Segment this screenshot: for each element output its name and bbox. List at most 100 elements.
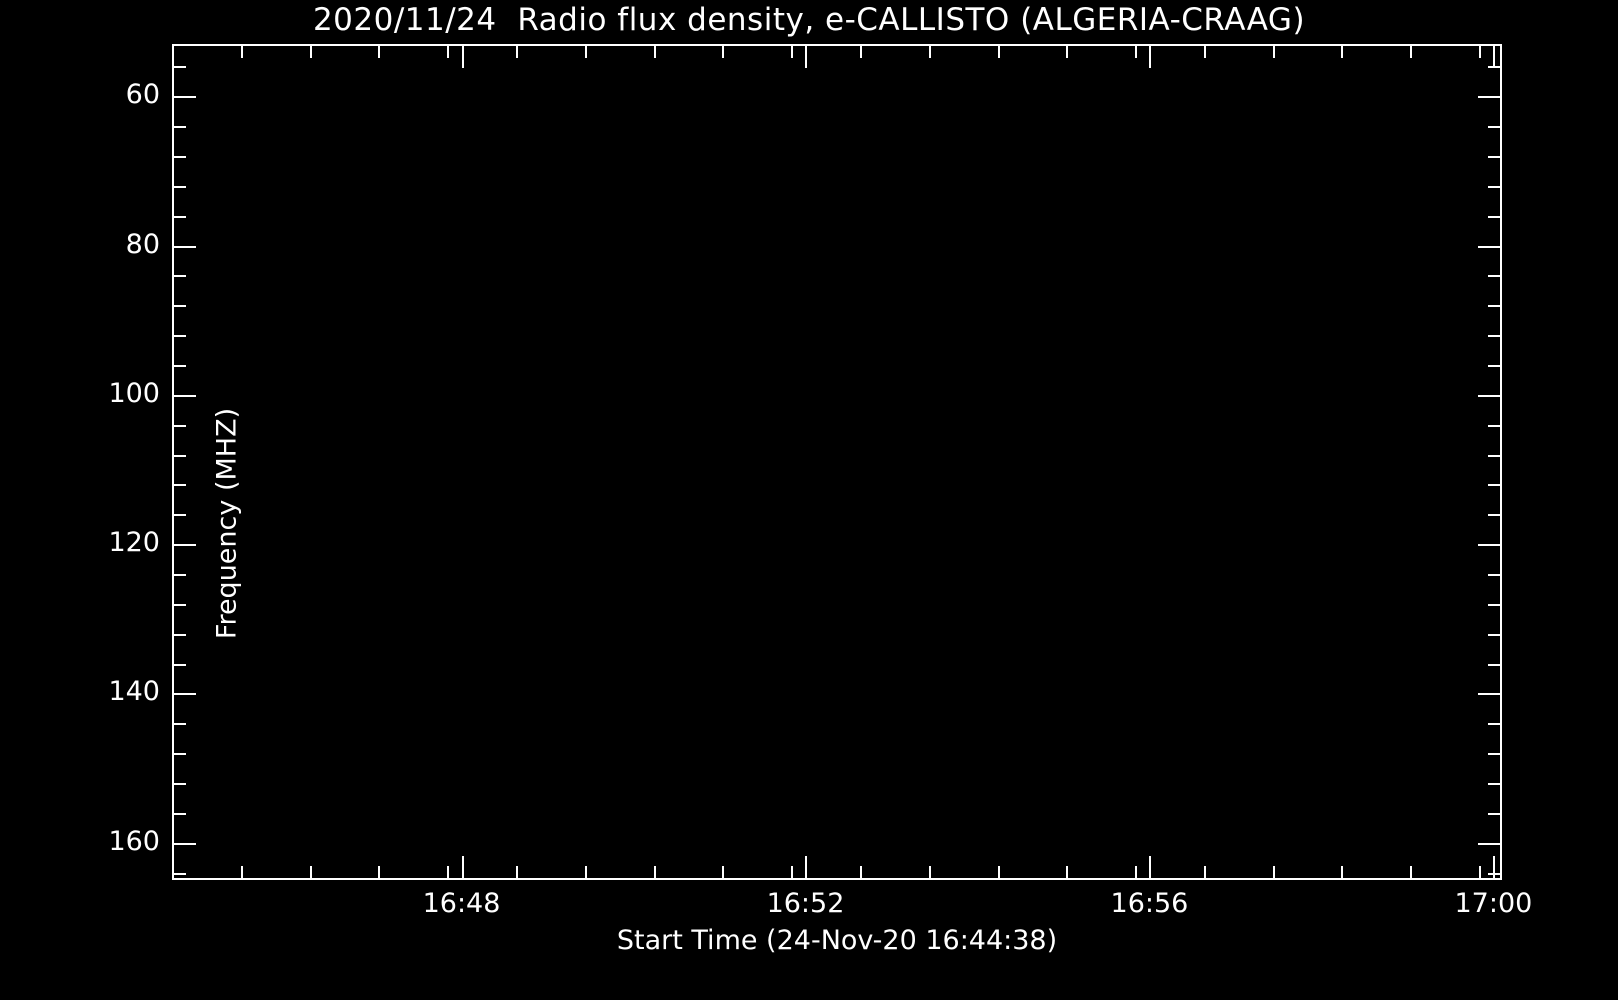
y-minor-tick-136 xyxy=(174,664,186,666)
y-minor-tick-116-right xyxy=(1488,514,1500,516)
x-minor-tick-top xyxy=(722,46,724,58)
y-minor-tick-148 xyxy=(174,753,186,755)
x-minor-tick-top xyxy=(1066,46,1068,58)
y-tick-label-120: 120 xyxy=(108,527,160,559)
y-tick-label-140: 140 xyxy=(108,676,160,708)
y-major-tick-140-right xyxy=(1478,693,1500,695)
y-minor-tick-152 xyxy=(174,783,186,785)
page-title: 2020/11/24 Radio flux density, e-CALLIST… xyxy=(312,2,1306,38)
x-minor-tick xyxy=(516,866,518,878)
x-minor-tick xyxy=(722,866,724,878)
y-tick-label-60: 60 xyxy=(125,79,160,111)
y-major-tick-120 xyxy=(174,544,196,546)
x-minor-tick-top xyxy=(791,46,793,58)
x-minor-tick-top xyxy=(1273,46,1275,58)
y-minor-tick-84 xyxy=(174,275,186,277)
x-major-tick-top xyxy=(805,46,807,68)
x-major-tick-top xyxy=(1493,46,1495,68)
y-minor-tick-96-right xyxy=(1488,365,1500,367)
x-minor-tick xyxy=(1204,866,1206,878)
y-tick-label-100: 100 xyxy=(108,377,160,409)
y-major-tick-100 xyxy=(174,395,196,397)
x-major-tick xyxy=(1493,856,1495,878)
y-tick-label-160: 160 xyxy=(108,825,160,857)
y-minor-tick-68 xyxy=(174,156,186,158)
y-major-tick-140 xyxy=(174,693,196,695)
x-minor-tick xyxy=(1273,866,1275,878)
y-minor-tick-132-right xyxy=(1488,634,1500,636)
y-minor-tick-164 xyxy=(174,873,186,875)
x-axis-title: Start Time (24-Nov-20 16:44:38) xyxy=(616,925,1058,956)
x-major-tick xyxy=(805,856,807,878)
x-major-tick-top xyxy=(462,46,464,68)
y-major-tick-160-right xyxy=(1478,843,1500,845)
x-minor-tick xyxy=(1410,866,1412,878)
x-minor-tick xyxy=(998,866,1000,878)
x-major-tick-top xyxy=(1149,46,1151,68)
y-minor-tick-56 xyxy=(174,66,186,68)
y-minor-tick-76 xyxy=(174,216,186,218)
y-minor-tick-116 xyxy=(174,514,186,516)
y-minor-tick-128 xyxy=(174,604,186,606)
y-tick-label-80: 80 xyxy=(125,228,160,260)
x-minor-tick-top xyxy=(241,46,243,58)
x-minor-tick xyxy=(654,866,656,878)
x-minor-tick-top xyxy=(1410,46,1412,58)
y-minor-tick-144-right xyxy=(1488,723,1500,725)
x-minor-tick xyxy=(929,866,931,878)
y-minor-tick-64-right xyxy=(1488,126,1500,128)
y-minor-tick-68-right xyxy=(1488,156,1500,158)
y-minor-tick-124-right xyxy=(1488,574,1500,576)
x-minor-tick xyxy=(1341,866,1343,878)
y-minor-tick-72 xyxy=(174,186,186,188)
x-major-tick xyxy=(1149,856,1151,878)
y-major-tick-80 xyxy=(174,246,196,248)
y-minor-tick-76-right xyxy=(1488,216,1500,218)
x-minor-tick xyxy=(310,866,312,878)
y-minor-tick-132 xyxy=(174,634,186,636)
y-minor-tick-104-right xyxy=(1488,425,1500,427)
x-minor-tick-top xyxy=(998,46,1000,58)
x-minor-tick-top xyxy=(929,46,931,58)
x-minor-tick-top xyxy=(516,46,518,58)
x-minor-tick xyxy=(791,866,793,878)
y-minor-tick-152-right xyxy=(1488,783,1500,785)
y-minor-tick-108-right xyxy=(1488,455,1500,457)
x-minor-tick xyxy=(1066,866,1068,878)
x-minor-tick-top xyxy=(585,46,587,58)
y-minor-tick-136-right xyxy=(1488,664,1500,666)
x-minor-tick xyxy=(241,866,243,878)
y-major-tick-60 xyxy=(174,96,196,98)
y-minor-tick-156 xyxy=(174,813,186,815)
y-minor-tick-72-right xyxy=(1488,186,1500,188)
y-major-tick-120-right xyxy=(1478,544,1500,546)
y-minor-tick-96 xyxy=(174,365,186,367)
x-minor-tick-top xyxy=(1479,46,1481,58)
y-minor-tick-144 xyxy=(174,723,186,725)
x-minor-tick-top xyxy=(447,46,449,58)
x-minor-tick-top xyxy=(1135,46,1137,58)
y-major-tick-160 xyxy=(174,843,196,845)
y-minor-tick-112-right xyxy=(1488,484,1500,486)
y-major-tick-100-right xyxy=(1478,395,1500,397)
x-tick-label-16-48: 16:48 xyxy=(422,888,501,919)
x-minor-tick xyxy=(860,866,862,878)
y-minor-tick-64 xyxy=(174,126,186,128)
y-minor-tick-88 xyxy=(174,305,186,307)
x-minor-tick-top xyxy=(310,46,312,58)
x-major-tick xyxy=(462,856,464,878)
y-minor-tick-124 xyxy=(174,574,186,576)
x-tick-label-17-00: 17:00 xyxy=(1454,888,1533,919)
y-minor-tick-112 xyxy=(174,484,186,486)
y-minor-tick-92-right xyxy=(1488,335,1500,337)
x-minor-tick-top xyxy=(1341,46,1343,58)
x-minor-tick-top xyxy=(378,46,380,58)
plot-frame: Frequency (MHZ) xyxy=(172,44,1502,880)
y-minor-tick-156-right xyxy=(1488,813,1500,815)
y-minor-tick-108 xyxy=(174,455,186,457)
x-minor-tick-top xyxy=(860,46,862,58)
y-minor-tick-92 xyxy=(174,335,186,337)
y-minor-tick-128-right xyxy=(1488,604,1500,606)
y-minor-tick-84-right xyxy=(1488,275,1500,277)
x-minor-tick-top xyxy=(654,46,656,58)
